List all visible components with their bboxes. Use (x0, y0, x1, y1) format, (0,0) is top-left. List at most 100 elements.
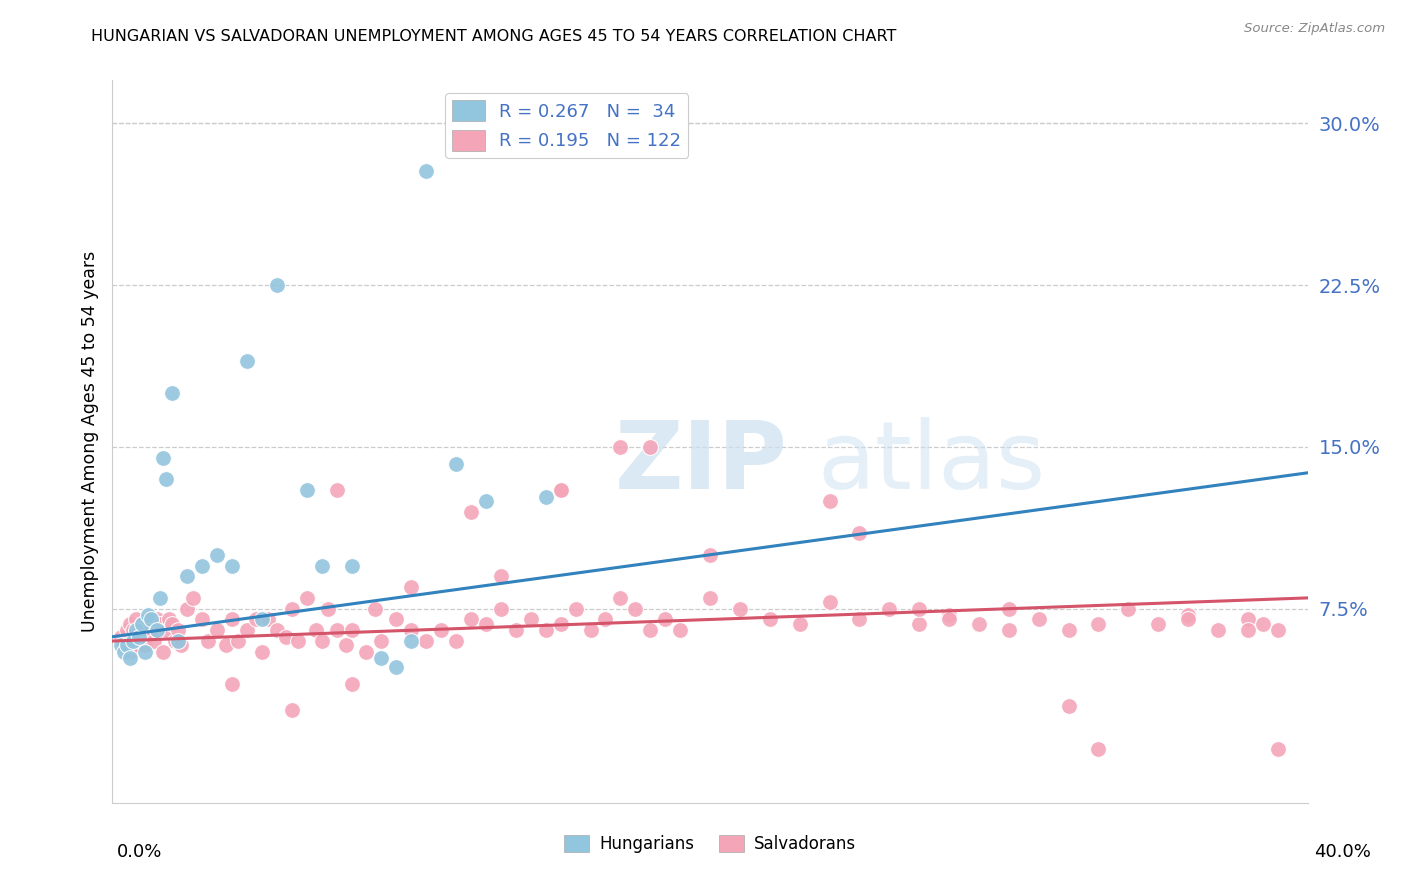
Point (120, 616, 142, 631)
Point (157, 612, 180, 626)
Point (316, 601, 339, 615)
Point (475, 616, 498, 631)
Point (640, 624, 662, 638)
Point (370, 651, 392, 665)
Point (117, 624, 139, 638)
Point (141, 616, 163, 631)
Point (1118, 601, 1140, 615)
Point (325, 624, 347, 638)
Point (205, 624, 228, 638)
Point (475, 493, 498, 508)
Point (125, 638, 148, 652)
Point (138, 624, 160, 638)
Point (550, 483, 572, 497)
Point (1177, 608, 1199, 623)
Point (274, 630, 297, 644)
Point (595, 612, 617, 626)
Point (167, 624, 190, 638)
Point (789, 616, 811, 631)
Point (1267, 742, 1289, 756)
Point (998, 624, 1021, 638)
Point (609, 440, 631, 454)
Point (149, 591, 172, 605)
Point (489, 601, 512, 615)
Text: HUNGARIAN VS SALVADORAN UNEMPLOYMENT AMONG AGES 45 TO 54 YEARS CORRELATION CHART: HUNGARIAN VS SALVADORAN UNEMPLOYMENT AMO… (91, 29, 897, 44)
Point (550, 483, 572, 497)
Point (165, 634, 187, 648)
Point (138, 612, 160, 626)
Point (167, 634, 190, 648)
Point (110, 630, 132, 644)
Point (162, 386, 183, 401)
Point (131, 616, 153, 631)
Point (818, 595, 841, 609)
Point (579, 624, 602, 638)
Point (236, 624, 259, 638)
Point (162, 616, 183, 631)
Point (444, 457, 467, 471)
Point (170, 638, 193, 652)
Point (1237, 612, 1260, 626)
Point (128, 630, 150, 644)
Point (444, 634, 467, 648)
Point (534, 624, 557, 638)
Point (226, 634, 249, 648)
Point (236, 353, 259, 368)
Point (415, 634, 437, 648)
Point (117, 638, 139, 652)
Legend: Hungarians, Salvadorans: Hungarians, Salvadorans (557, 828, 863, 860)
Point (1087, 616, 1109, 631)
Point (1267, 624, 1289, 638)
Point (415, 164, 437, 178)
Point (141, 612, 163, 626)
Point (131, 630, 153, 644)
Point (385, 660, 408, 674)
Point (1177, 612, 1199, 626)
Text: Source: ZipAtlas.com: Source: ZipAtlas.com (1244, 22, 1385, 36)
Point (699, 591, 721, 605)
Point (191, 558, 214, 573)
Point (266, 278, 288, 293)
Point (908, 601, 931, 615)
Point (146, 612, 169, 626)
Point (669, 624, 692, 638)
Point (699, 548, 721, 562)
Point (1057, 624, 1080, 638)
Point (848, 612, 870, 626)
Point (1237, 624, 1260, 638)
Point (110, 638, 132, 652)
Point (134, 645, 156, 659)
Point (385, 612, 408, 626)
Point (138, 608, 160, 623)
Point (215, 638, 238, 652)
Point (1028, 612, 1050, 626)
Point (848, 526, 870, 541)
Point (205, 548, 228, 562)
Point (122, 634, 145, 648)
Point (624, 601, 647, 615)
Point (335, 638, 357, 652)
Point (1087, 742, 1109, 756)
Point (489, 569, 512, 583)
Point (146, 624, 169, 638)
Text: 40.0%: 40.0% (1315, 843, 1371, 861)
Point (640, 440, 662, 454)
Point (1057, 698, 1080, 713)
Point (117, 634, 139, 648)
Point (221, 612, 243, 626)
Point (114, 645, 135, 659)
Text: 0.0%: 0.0% (117, 843, 162, 861)
Point (176, 601, 198, 615)
Point (967, 616, 990, 631)
Point (250, 612, 273, 626)
Point (520, 612, 543, 626)
Point (460, 505, 482, 519)
Point (401, 624, 423, 638)
Point (149, 616, 172, 631)
Point (505, 624, 527, 638)
Point (176, 569, 198, 583)
Point (281, 703, 304, 717)
Point (534, 490, 557, 504)
Point (340, 677, 363, 691)
Point (120, 645, 142, 659)
